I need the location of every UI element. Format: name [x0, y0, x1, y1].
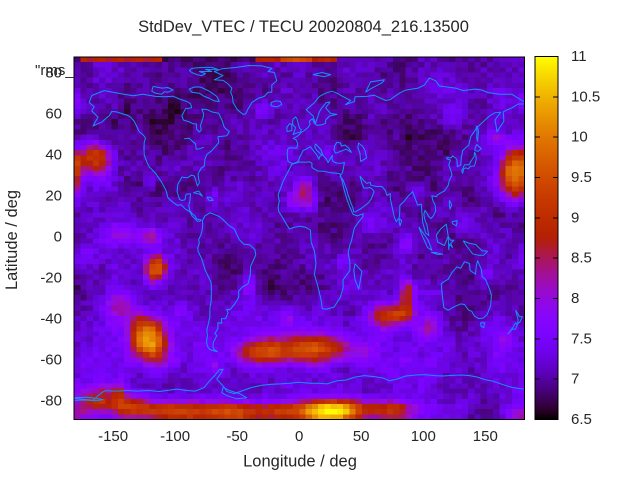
svg-text:80: 80	[45, 65, 62, 82]
svg-text:11: 11	[571, 48, 587, 65]
svg-text:-80: -80	[40, 392, 62, 409]
svg-text:20: 20	[45, 188, 62, 205]
svg-text:50: 50	[353, 428, 370, 445]
svg-text:7.5: 7.5	[571, 330, 592, 347]
svg-text:0: 0	[295, 428, 303, 445]
svg-text:StdDev_VTEC / TECU 20020804_21: StdDev_VTEC / TECU 20020804_216.13500	[138, 18, 469, 36]
svg-text:6.5: 6.5	[571, 411, 592, 428]
svg-text:-50: -50	[226, 428, 248, 445]
svg-text:"rms_: "rms_	[35, 62, 74, 79]
svg-text:8: 8	[571, 290, 579, 307]
svg-text:-40: -40	[40, 310, 62, 327]
svg-text:40: 40	[45, 147, 62, 164]
svg-text:0: 0	[54, 229, 62, 246]
svg-text:10.5: 10.5	[571, 88, 600, 105]
svg-text:-150: -150	[98, 428, 128, 445]
svg-text:-20: -20	[40, 269, 62, 286]
svg-text:7: 7	[571, 371, 579, 388]
svg-text:150: 150	[473, 428, 498, 445]
svg-text:Latitude / deg: Latitude / deg	[3, 190, 21, 290]
svg-text:10: 10	[571, 129, 588, 146]
svg-text:100: 100	[411, 428, 436, 445]
svg-text:8.5: 8.5	[571, 250, 592, 267]
svg-text:9.5: 9.5	[571, 169, 592, 186]
svg-text:9: 9	[571, 209, 579, 226]
svg-text:-60: -60	[40, 351, 62, 368]
svg-text:-100: -100	[160, 428, 190, 445]
svg-text:Longitude / deg: Longitude / deg	[243, 453, 357, 471]
svg-text:60: 60	[45, 106, 62, 123]
